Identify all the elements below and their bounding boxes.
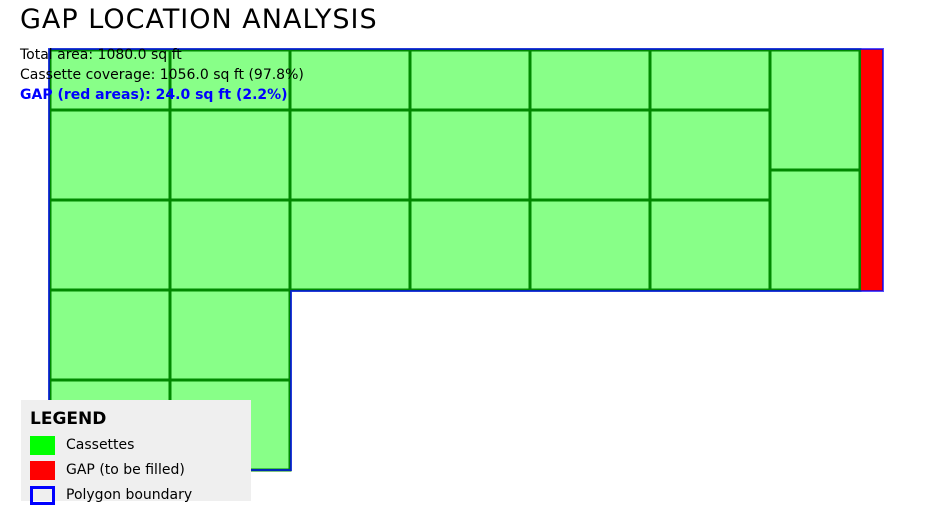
cassette-7 xyxy=(48,108,172,202)
cassette-18 xyxy=(408,198,532,292)
cassette-17 xyxy=(288,198,412,292)
cassette-9 xyxy=(288,108,412,202)
cassette-14 xyxy=(768,168,862,292)
cassette-12 xyxy=(648,108,772,202)
legend-label-cassettes: Cassettes xyxy=(66,437,135,453)
legend-title: LEGEND xyxy=(30,409,107,429)
cassette-19 xyxy=(528,198,652,292)
boundary-swatch xyxy=(30,486,55,505)
legend: LEGEND Cassettes GAP (to be filled) Poly… xyxy=(21,400,251,505)
legend-label-boundary: Polygon boundary xyxy=(66,487,193,503)
cassette-swatch xyxy=(30,436,55,455)
cassette-10 xyxy=(408,108,532,202)
cassette-5 xyxy=(528,48,652,112)
total-area-text: Total area: 1080.0 sq ft xyxy=(20,47,182,63)
cassette-3 xyxy=(288,48,412,112)
cassette-22 xyxy=(168,288,292,382)
coverage-text: Cassette coverage: 1056.0 sq ft (97.8%) xyxy=(20,67,304,83)
cassette-21 xyxy=(48,288,172,382)
cassette-16 xyxy=(168,198,292,292)
page-title: GAP LOCATION ANALYSIS xyxy=(20,4,378,35)
cassette-20 xyxy=(648,198,772,292)
gap-area xyxy=(861,49,883,291)
cassette-13 xyxy=(768,48,862,172)
cassette-11 xyxy=(528,108,652,202)
cassette-15 xyxy=(48,198,172,292)
gap-swatch xyxy=(30,461,55,480)
cassette-4 xyxy=(408,48,532,112)
cassette-6 xyxy=(648,48,772,112)
gap-text: GAP (red areas): 24.0 sq ft (2.2%) xyxy=(20,87,288,103)
legend-label-gap: GAP (to be filled) xyxy=(66,462,185,478)
cassette-1 xyxy=(48,48,172,112)
cassette-8 xyxy=(168,108,292,202)
